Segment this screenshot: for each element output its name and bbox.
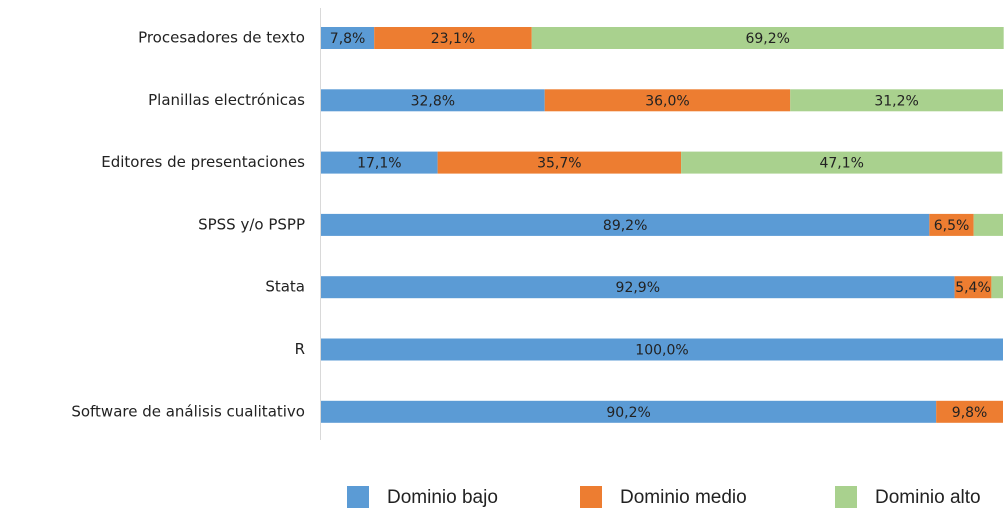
- data-label: 69,2%: [745, 31, 789, 47]
- data-label: 17,1%: [357, 156, 401, 172]
- y-tick-label: Editores de presentaciones: [101, 153, 305, 171]
- y-tick-label: Procesadores de texto: [138, 29, 305, 47]
- bar-segment: [954, 276, 992, 299]
- data-label: 90,2%: [606, 405, 650, 421]
- data-label: 35,7%: [537, 156, 581, 172]
- y-tick-label: Stata: [265, 278, 305, 296]
- data-label: 31,2%: [874, 93, 918, 109]
- bar-segment: [437, 151, 682, 174]
- bar-segment: [321, 89, 545, 112]
- legend-label: Dominio alto: [875, 487, 981, 508]
- bar-segment: [374, 27, 532, 49]
- bar-segment: [321, 213, 930, 236]
- legend-label: Dominio medio: [620, 487, 747, 508]
- y-tick-label: SPSS y/o PSPP: [198, 215, 305, 233]
- bar-segment: [991, 276, 1003, 299]
- bar-segment: [936, 400, 1003, 423]
- bar-segment: [973, 213, 1003, 236]
- bar-segment: [321, 27, 375, 49]
- y-tick-label: R: [295, 340, 305, 358]
- data-label: 7,8%: [330, 31, 366, 47]
- legend-swatch: [835, 486, 857, 508]
- data-label: 89,2%: [603, 218, 647, 234]
- bar-segment: [321, 276, 955, 299]
- data-label: 9,8%: [952, 405, 988, 421]
- bar-segment: [321, 338, 1003, 361]
- bar-segment: [321, 151, 438, 174]
- data-label: 92,9%: [616, 280, 660, 296]
- legend-swatch: [347, 486, 369, 508]
- data-label: 36,0%: [645, 93, 689, 109]
- data-label: 6,5%: [934, 218, 970, 234]
- y-tick-label: Planillas electrónicas: [148, 91, 305, 109]
- bar-segment: [790, 89, 1003, 112]
- data-label: 47,1%: [819, 156, 863, 172]
- data-label: 32,8%: [411, 93, 455, 109]
- legend-swatch: [580, 486, 602, 508]
- bar-segment: [929, 213, 974, 236]
- legend-label: Dominio bajo: [387, 487, 498, 508]
- data-label: 23,1%: [431, 31, 475, 47]
- y-tick-label: Software de análisis cualitativo: [71, 402, 305, 420]
- data-label: 100,0%: [635, 343, 688, 359]
- bar-segment: [321, 400, 937, 423]
- bar-segment: [681, 151, 1003, 174]
- bar-segment: [544, 89, 791, 112]
- bar-segment: [531, 27, 1004, 49]
- data-label: 5,4%: [955, 280, 991, 296]
